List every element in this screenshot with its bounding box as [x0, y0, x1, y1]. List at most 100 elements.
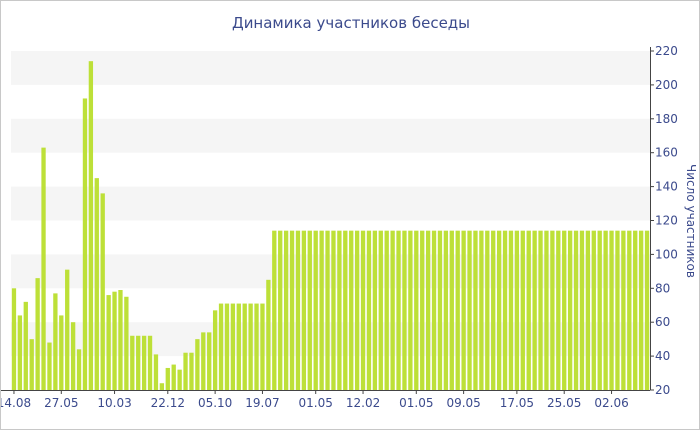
bar [207, 332, 212, 390]
bar [360, 230, 366, 390]
y-tick-label: 160 [655, 146, 678, 160]
bar [473, 230, 478, 390]
bar [242, 303, 247, 390]
bar [502, 230, 508, 390]
bar [278, 230, 283, 390]
bar [514, 230, 520, 390]
grid-band [11, 51, 650, 85]
bar [195, 339, 200, 390]
y-tick-label: 60 [655, 315, 670, 329]
bar [479, 230, 484, 390]
y-tick-labels: 20 40 60 80 100 120 140 160 180 200 220 [650, 44, 678, 397]
bar [254, 303, 259, 390]
bar [431, 230, 437, 390]
bar [106, 295, 111, 390]
bar [17, 315, 23, 390]
x-tick-label: 01.05 [299, 396, 333, 410]
bar [230, 303, 236, 390]
bar [171, 364, 176, 390]
bar [615, 230, 620, 390]
bar [183, 352, 188, 390]
bar [248, 303, 253, 390]
bar [597, 230, 602, 390]
bar [437, 230, 443, 390]
bar [11, 288, 17, 390]
bar [76, 349, 82, 390]
bar [526, 230, 531, 390]
bar [295, 230, 301, 390]
y-tick-label: 80 [655, 281, 670, 295]
bar [283, 230, 289, 390]
bar [402, 230, 407, 390]
x-tick-label: 19.07 [245, 396, 279, 410]
grid-band [11, 186, 650, 221]
bar [544, 230, 549, 390]
x-tick-label: 14.08 [1, 396, 31, 410]
axes [1, 47, 651, 391]
bar [354, 230, 360, 390]
bar [390, 230, 395, 390]
bar [508, 230, 514, 390]
bar [35, 278, 40, 390]
y-tick-label: 100 [655, 247, 678, 261]
y-tick-label: 20 [655, 383, 670, 397]
bar [218, 303, 224, 390]
bar [177, 369, 182, 390]
bar [567, 230, 573, 390]
bar [313, 230, 318, 390]
y-tick-label: 120 [655, 214, 678, 228]
bar [65, 269, 70, 390]
bar [538, 230, 543, 390]
bar [224, 303, 230, 390]
bar [301, 230, 307, 390]
bar [319, 230, 324, 390]
bar [153, 354, 159, 390]
bar [485, 230, 490, 390]
bar [378, 230, 383, 390]
bar [260, 303, 265, 390]
bar [29, 339, 34, 390]
y-tick-label: 40 [655, 349, 670, 363]
grid-bands [11, 51, 650, 357]
bar [621, 230, 626, 390]
x-tick-label: 01.05 [399, 396, 433, 410]
bar [638, 230, 644, 390]
bar [47, 342, 52, 390]
x-tick-label: 25.05 [547, 396, 581, 410]
bar [147, 335, 153, 390]
bar [644, 230, 650, 390]
bar [272, 230, 277, 390]
bar [496, 230, 502, 390]
bar [141, 335, 147, 390]
bar [461, 230, 466, 390]
bar [331, 230, 336, 390]
bar [603, 230, 608, 390]
bar [236, 303, 241, 390]
bar [266, 279, 271, 390]
bar [556, 230, 561, 390]
x-tick-label: 27.05 [44, 396, 78, 410]
bar [343, 230, 348, 390]
bar [425, 230, 431, 390]
bar [325, 230, 330, 390]
bar [118, 290, 123, 390]
grid-band [11, 254, 650, 289]
y-tick-label: 140 [655, 180, 678, 194]
bar [579, 230, 585, 390]
x-tick-label: 05.10 [198, 396, 232, 410]
bar [443, 230, 449, 390]
grid-band [11, 118, 650, 153]
bar [455, 230, 460, 390]
bar [124, 296, 129, 390]
bar [201, 332, 206, 390]
bar [449, 230, 454, 390]
bar [591, 230, 596, 390]
bar [189, 352, 194, 390]
x-tick-label: 02.06 [594, 396, 628, 410]
bar [212, 310, 218, 390]
bar [408, 230, 413, 390]
bar [289, 230, 295, 390]
bar [165, 367, 170, 390]
bar [366, 230, 372, 390]
bar [491, 230, 496, 390]
